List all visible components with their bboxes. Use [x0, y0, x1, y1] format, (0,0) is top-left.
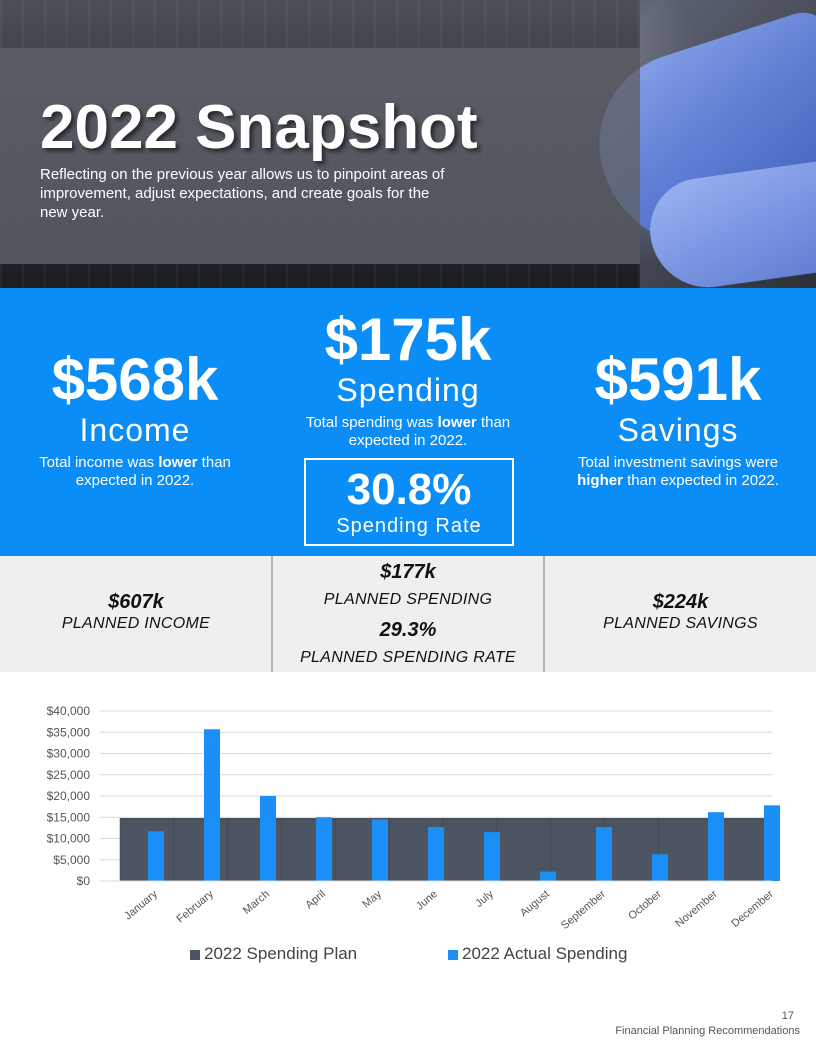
legend-swatch-plan	[190, 949, 200, 960]
bar-actual	[204, 729, 220, 881]
legend-item-actual: 2022 Actual Spending	[448, 944, 627, 964]
income-value: $568k	[51, 346, 219, 413]
bar-actual	[764, 805, 780, 881]
y-tick-label: $40,000	[47, 704, 91, 718]
intro-text: Reflecting on the previous year allows u…	[40, 166, 445, 221]
y-tick-label: $20,000	[47, 789, 91, 803]
savings-description: Total investment savings were higher tha…	[577, 454, 779, 489]
bar-plan	[550, 818, 605, 882]
y-tick-label: $10,000	[47, 832, 91, 846]
y-tick-label: $0	[77, 874, 91, 888]
legend-label-actual: 2022 Actual Spending	[462, 944, 628, 963]
legend-item-plan: 2022 Spending Plan	[190, 944, 357, 964]
planned-spending-value: $177k	[380, 561, 436, 583]
spending-rate-value: 30.8%	[346, 465, 472, 514]
bar-actual	[148, 831, 164, 881]
spending-value: $175k	[324, 306, 492, 373]
footer-text: Financial Planning Recommendations	[615, 1025, 800, 1037]
planned-savings-label: PLANNED SAVINGS	[603, 615, 758, 632]
income-stat: $568k Income Total income was lower than…	[20, 348, 250, 490]
x-tick-label: October	[626, 888, 664, 923]
bar-actual	[316, 817, 332, 881]
x-tick-label: November	[673, 888, 720, 930]
income-label: Income	[79, 412, 191, 448]
savings-stat: $591k Savings Total investment savings w…	[560, 348, 796, 490]
bar-actual	[596, 827, 612, 881]
savings-label: Savings	[617, 412, 739, 448]
planned-rate-label: PLANNED SPENDING RATE	[300, 649, 516, 666]
x-tick-label: September	[559, 888, 608, 932]
spending-chart-svg: $0 $5,000 $10,000 $15,000 $20,000 $25,000 $30,…	[47, 704, 780, 932]
x-tick-label: December	[729, 888, 776, 930]
planned-spending: $177k PLANNED SPENDING 29.3% PLANNED SPE…	[273, 556, 543, 672]
spending-rate-label: Spending Rate	[336, 515, 482, 537]
legend-label-plan: 2022 Spending Plan	[204, 944, 358, 963]
planned-income-label: PLANNED INCOME	[61, 615, 211, 632]
y-tick-label: $35,000	[47, 725, 91, 739]
bar-actual	[540, 871, 556, 881]
savings-value: $591k	[594, 346, 762, 413]
y-tick-label: $25,000	[47, 768, 91, 782]
planned-rate-value: 29.3%	[379, 619, 437, 641]
income-description: Total income was lower than expected in …	[39, 454, 231, 489]
planned-income-value: $607k	[108, 591, 164, 613]
spending-stat: $175k Spending Total spending was lower …	[290, 308, 526, 450]
page-number: 17	[781, 1010, 794, 1022]
bar-plan	[604, 818, 659, 882]
x-tick-label: June	[414, 888, 440, 913]
bar-plan	[119, 818, 175, 882]
y-tick-label: $15,000	[47, 810, 91, 824]
page-title: 2022 Snapshot	[40, 93, 478, 162]
hero-overlay	[0, 48, 640, 264]
legend-swatch-actual	[448, 949, 458, 960]
planned-divider-left	[271, 556, 273, 672]
spending-rate-box: 30.8% Spending Rate	[304, 458, 514, 546]
spending-description: Total spending was lower than expected i…	[305, 414, 511, 449]
bar-actual	[652, 854, 668, 881]
actual-stats-band: $568k Income Total income was lower than…	[0, 288, 816, 556]
planned-divider-right	[543, 556, 545, 672]
spending-chart: $0 $5,000 $10,000 $15,000 $20,000 $25,000 $30,…	[0, 690, 816, 980]
x-tick-label: April	[303, 888, 328, 911]
hero-banner: 2022 Snapshot Reflecting on the previous…	[0, 0, 816, 288]
x-tick-label: May	[360, 888, 384, 911]
y-tick-label: $30,000	[47, 747, 91, 761]
x-tick-label: March	[241, 888, 272, 917]
x-tick-label: February	[174, 888, 216, 926]
spending-label: Spending	[336, 372, 480, 408]
y-tick-label: $5,000	[53, 853, 90, 867]
planned-stats-band: $607k PLANNED INCOME $177k PLANNED SPEND…	[0, 556, 816, 672]
x-tick-label: January	[122, 888, 160, 923]
bar-actual	[260, 796, 276, 881]
x-tick-label: August	[518, 888, 552, 919]
planned-income: $607k PLANNED INCOME	[0, 556, 272, 672]
bar-actual	[484, 832, 500, 881]
x-tick-label: July	[473, 888, 496, 910]
bar-actual	[428, 827, 444, 881]
chart-legend: 2022 Spending Plan 2022 Actual Spending	[0, 944, 816, 968]
planned-savings-value: $224k	[652, 591, 709, 613]
bar-plan	[496, 818, 551, 882]
planned-savings: $224k PLANNED SAVINGS	[545, 556, 816, 672]
bar-actual	[372, 819, 388, 881]
bar-actual	[708, 812, 724, 881]
planned-spending-label: PLANNED SPENDING	[323, 591, 493, 608]
